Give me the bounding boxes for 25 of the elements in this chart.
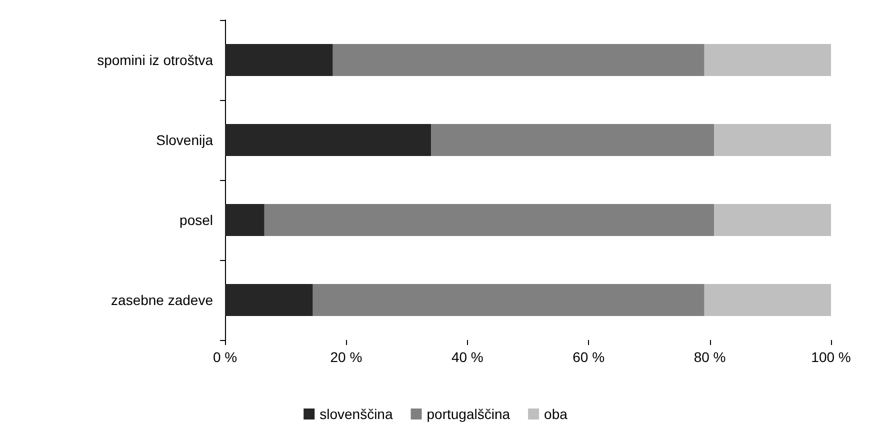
x-tick-label: 0 % xyxy=(212,349,238,365)
bar xyxy=(714,204,831,236)
bar xyxy=(225,44,333,76)
y-tick-label: zasebne zadeve xyxy=(111,292,214,308)
bar xyxy=(312,284,704,316)
bar xyxy=(225,124,432,156)
bar xyxy=(332,44,704,76)
x-tick-label: 100 % xyxy=(811,349,851,365)
bar xyxy=(225,204,264,236)
bar xyxy=(704,44,831,76)
bar xyxy=(225,284,313,316)
x-tick-label: 20 % xyxy=(330,349,362,365)
x-tick-label: 80 % xyxy=(694,349,726,365)
legend-label: portugalščina xyxy=(426,406,510,422)
y-tick-label: spomini iz otroštva xyxy=(97,52,214,68)
y-tick-label: Slovenija xyxy=(156,132,214,148)
legend-label: oba xyxy=(544,406,568,422)
x-tick-label: 40 % xyxy=(451,349,484,365)
legend-label: slovenščina xyxy=(320,406,393,422)
y-tick-label: posel xyxy=(180,212,213,228)
bar xyxy=(431,124,714,156)
bar xyxy=(264,204,714,236)
x-tick-label: 60 % xyxy=(572,349,605,365)
bar xyxy=(714,124,831,156)
bar xyxy=(704,284,831,316)
